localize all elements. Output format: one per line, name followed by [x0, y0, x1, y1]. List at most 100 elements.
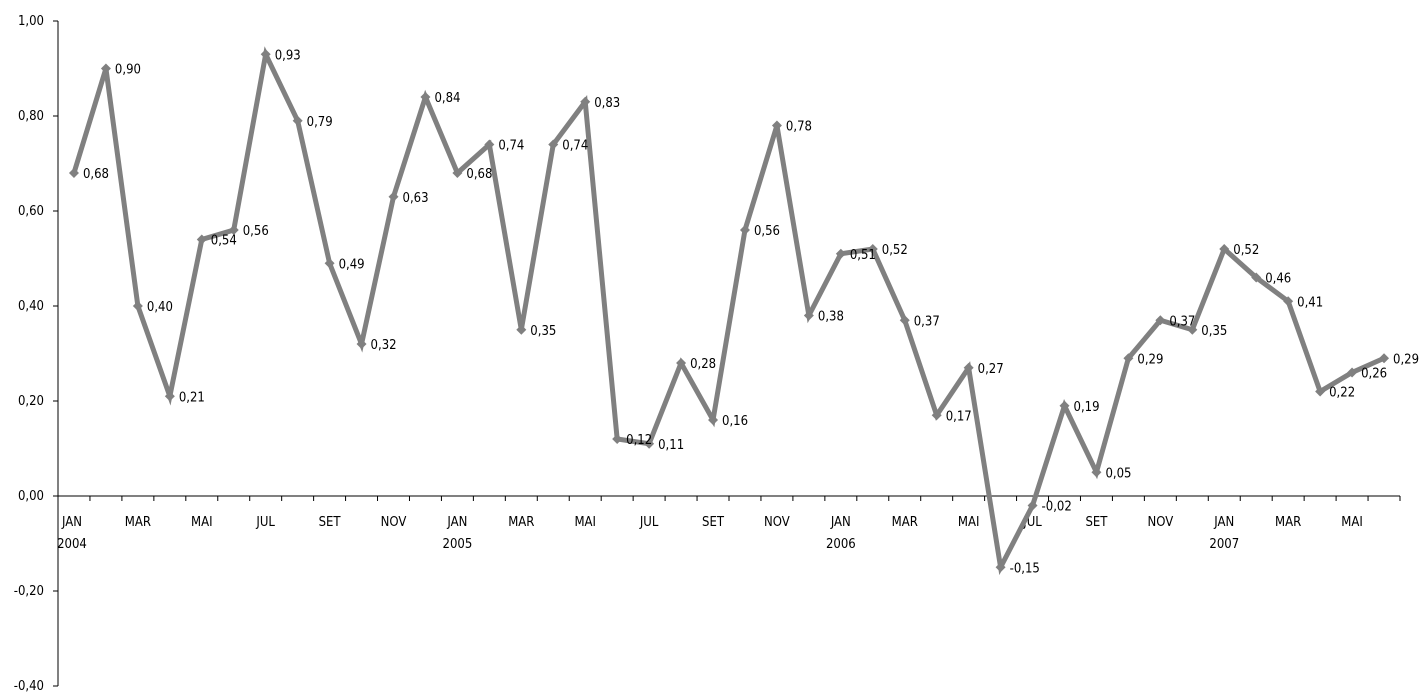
data-label: 0,90: [115, 63, 141, 78]
data-point-marker: [995, 562, 1006, 573]
data-point-marker: [771, 120, 782, 131]
data-point-marker: [1379, 353, 1390, 364]
data-point-marker: [835, 248, 846, 259]
x-year-label: 2006: [826, 537, 856, 552]
y-tick-label: 0,20: [18, 394, 44, 409]
y-axis-ticks: 1,00 0,80 0,60 0,40 0,20 0,00 -0,20 -0,40: [14, 14, 58, 694]
x-tick-label: MAI: [958, 515, 980, 530]
data-label: 0,22: [1329, 386, 1355, 401]
data-label: -0,15: [1010, 561, 1040, 576]
x-year-label: 2005: [443, 537, 473, 552]
data-point-marker: [356, 339, 367, 349]
data-label: 0,56: [754, 224, 780, 239]
data-point-marker: [1027, 500, 1038, 511]
data-label: 0,52: [882, 243, 908, 258]
data-label: 0,79: [307, 115, 333, 130]
data-point-marker: [1283, 296, 1294, 307]
data-label: 0,56: [243, 224, 269, 239]
x-tick-label: MAR: [1275, 515, 1301, 530]
data-label: 0,38: [818, 310, 844, 325]
x-tick-label: JAN: [61, 515, 82, 530]
data-point-marker: [420, 92, 431, 102]
series-line: [71, 46, 1386, 576]
data-label: 0,63: [403, 191, 429, 206]
data-point-marker: [228, 225, 239, 235]
x-year-label: 2007: [1209, 537, 1239, 552]
data-label: 0,54: [211, 234, 237, 249]
data-label: -0,02: [1042, 500, 1072, 515]
data-label: 0,19: [1074, 400, 1100, 415]
x-tick-label: JAN: [830, 515, 851, 530]
y-tick-label: 0,80: [18, 109, 44, 124]
data-label: 0,49: [339, 257, 365, 272]
data-label: 0,68: [83, 167, 109, 182]
x-tick-label: JAN: [446, 515, 467, 530]
data-point-marker: [612, 434, 623, 444]
data-point-marker: [644, 438, 655, 449]
data-point-marker: [100, 63, 111, 74]
data-label: 0,83: [594, 96, 620, 111]
data-point-marker: [1347, 367, 1358, 378]
x-tick-label: MAI: [191, 515, 213, 530]
x-tick-label: NOV: [1147, 515, 1173, 530]
data-point-marker: [388, 191, 399, 202]
data-label: 0,17: [946, 409, 972, 424]
data-label: 0,37: [1169, 314, 1195, 329]
x-tick-label: MAR: [125, 515, 151, 530]
data-label: 0,68: [466, 167, 492, 182]
data-point-marker: [196, 234, 207, 245]
y-tick-label: 0,00: [18, 489, 44, 504]
data-label: 0,21: [179, 390, 205, 405]
data-label: 0,46: [1265, 272, 1291, 287]
data-label: 0,35: [530, 324, 556, 339]
x-year-label: 2004: [57, 537, 87, 552]
data-label: 0,12: [626, 433, 652, 448]
data-point-marker: [963, 362, 974, 373]
x-tick-label: MAI: [574, 515, 596, 530]
data-point-marker: [324, 258, 335, 269]
data-point-marker: [1123, 353, 1134, 364]
x-tick-label: JUL: [255, 515, 275, 530]
data-point-marker: [452, 168, 463, 178]
data-point-marker: [676, 358, 687, 368]
data-point-marker: [548, 139, 559, 150]
data-label: 0,27: [978, 362, 1004, 377]
x-tick-label: JUL: [639, 515, 659, 530]
x-tick-label: NOV: [764, 515, 790, 530]
data-point-marker: [931, 410, 942, 421]
data-point-marker: [899, 315, 910, 326]
y-tick-label: 0,40: [18, 299, 44, 314]
data-point-marker: [132, 301, 143, 311]
x-tick-label: NOV: [381, 515, 407, 530]
data-point-marker: [260, 49, 271, 60]
data-point-marker: [580, 96, 591, 107]
data-point-marker: [1155, 315, 1166, 326]
data-point-marker: [803, 310, 814, 321]
data-label: 0,74: [498, 139, 524, 154]
data-label: 0,35: [1201, 324, 1227, 339]
data-label: 0,29: [1393, 352, 1419, 367]
data-label: 0,74: [562, 139, 588, 154]
data-label: 0,28: [690, 357, 716, 372]
data-label: 0,11: [658, 438, 684, 453]
data-label: 0,40: [147, 300, 173, 315]
data-point-marker: [164, 391, 175, 402]
x-tick-label: MAR: [508, 515, 534, 530]
x-axis-ticks: JAN MAR MAI JUL SET NOV JAN MAR MAI JUL SET NOV JAN M…: [57, 496, 1401, 552]
y-tick-label: -0,40: [14, 679, 44, 694]
axes: [57, 21, 1400, 686]
data-point-marker: [1219, 244, 1230, 254]
data-point-marker: [516, 324, 527, 335]
data-point-marker: [484, 139, 495, 150]
data-label: 0,37: [914, 314, 940, 329]
data-point-marker: [68, 168, 79, 178]
data-label: 0,41: [1297, 295, 1323, 310]
data-point-marker: [867, 244, 878, 254]
data-point-marker: [292, 115, 303, 126]
data-label: 0,32: [371, 338, 397, 353]
x-tick-label: SET: [702, 515, 725, 530]
data-point-marker: [1059, 400, 1070, 411]
data-point-marker: [1315, 386, 1326, 397]
